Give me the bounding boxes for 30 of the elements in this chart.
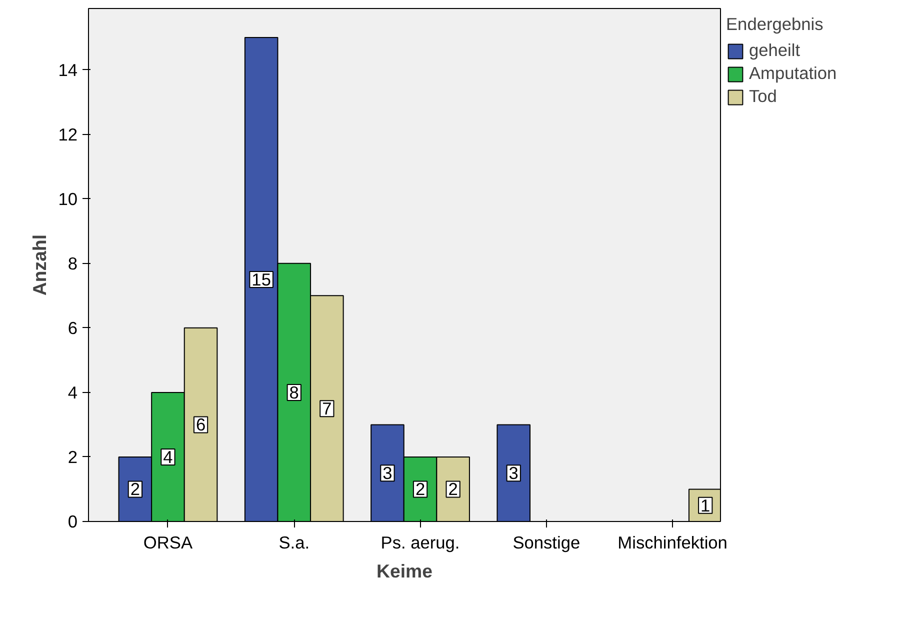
data-label: 7 xyxy=(322,398,332,419)
data-label: 15 xyxy=(252,270,271,290)
data-label: 8 xyxy=(289,382,299,402)
data-label: 1 xyxy=(700,495,710,516)
data-label: 6 xyxy=(196,414,206,435)
data-label: 3 xyxy=(508,463,518,484)
y-tick-label: 0 xyxy=(68,512,78,532)
data-label: 2 xyxy=(448,479,458,500)
x-tick-label: ORSA xyxy=(143,532,193,552)
y-tick-label: 12 xyxy=(58,124,78,144)
data-label: 2 xyxy=(130,479,140,500)
legend-label: geheilt xyxy=(749,40,800,61)
x-tick-label: S.a. xyxy=(278,532,310,552)
legend-label: Tod xyxy=(749,86,777,107)
legend-title: Endergebnis xyxy=(726,14,824,35)
x-axis-title: Keime xyxy=(376,560,432,582)
y-tick-label: 14 xyxy=(58,60,78,80)
x-tick-label: Sonstige xyxy=(512,532,580,552)
y-tick-label: 4 xyxy=(68,382,78,402)
y-tick-label: 10 xyxy=(58,188,78,209)
data-label: 4 xyxy=(163,446,174,467)
y-axis-title: Anzahl xyxy=(29,234,50,296)
data-label: 3 xyxy=(382,463,392,484)
legend-label: Amputation xyxy=(749,63,837,84)
y-tick-label: 8 xyxy=(68,253,78,274)
data-label: 2 xyxy=(415,479,426,500)
x-tick-label: Mischinfektion xyxy=(618,532,728,552)
y-tick-label: 2 xyxy=(68,446,78,467)
y-tick-label: 6 xyxy=(68,318,78,338)
x-tick-label: Ps. aerug. xyxy=(380,532,460,552)
